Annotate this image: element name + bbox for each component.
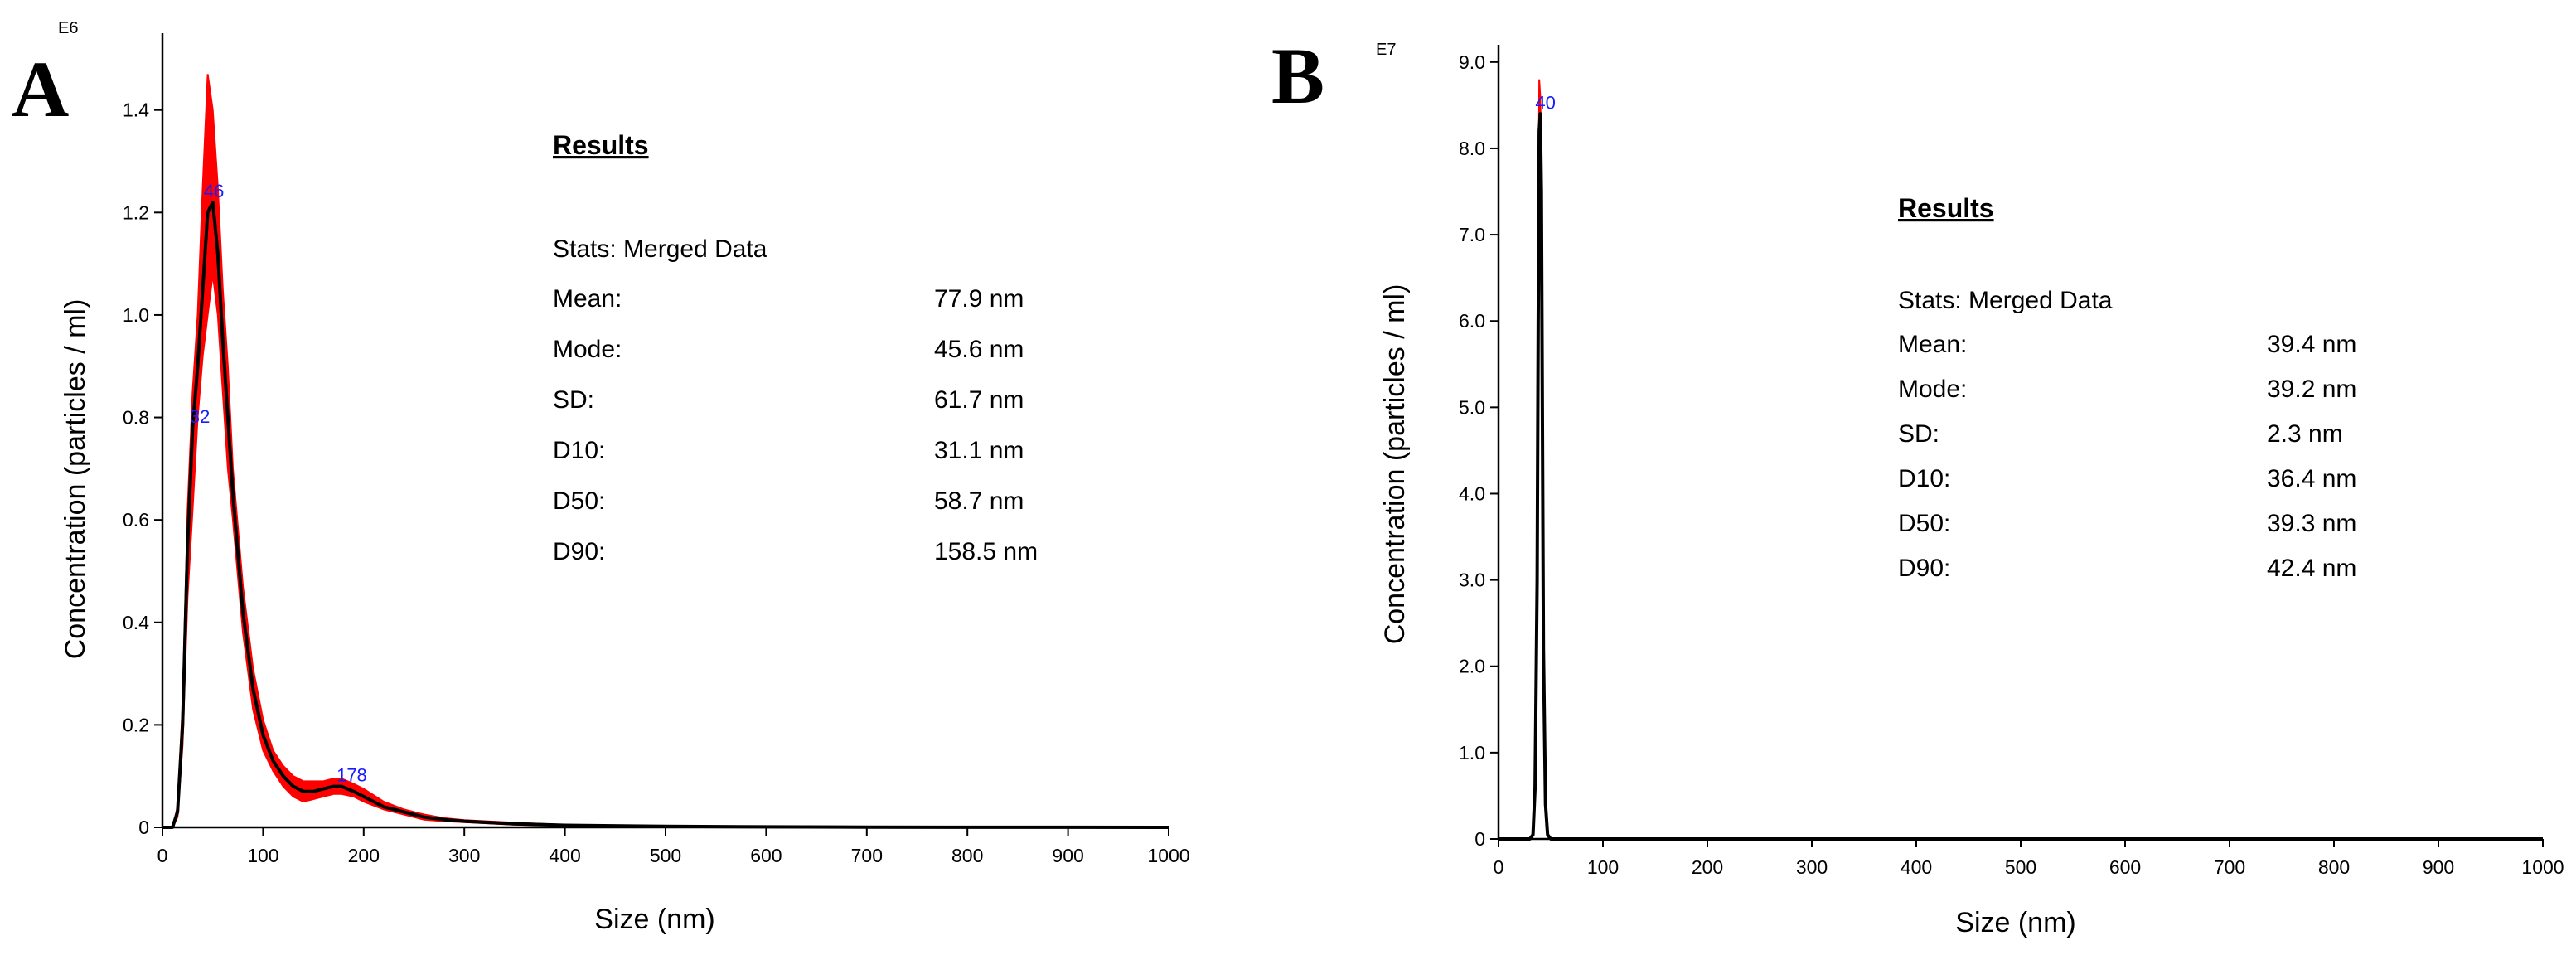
panel-b-x-tick-label: 200 [1692,856,1723,878]
panel-b-y-tick-label: 5.0 [1459,396,1485,418]
panel-b-peak-label: 40 [1535,92,1555,113]
panel-a-y-tick-label: 0 [138,817,149,838]
panel-b-stat-label: D10: [1898,465,1950,492]
panel-a-mean-curve [162,201,1169,829]
panel-b-stat-label: D50: [1898,510,1950,537]
panel-a-stat-value: 77.9 nm [934,285,1024,313]
panel-b-y-tick-label: 0 [1474,828,1485,850]
panel-a-y-tick-label: 1.2 [123,201,149,223]
panel-a-x-tick-label: 300 [448,845,480,866]
panel-b-chart: B E7 0 100 200 300 400 500 600 700 800 900 1000 0 1.… [1271,32,2564,938]
panel-a-chart: A E6 0 100 200 300 400 500 600 700 800 900 1000 0 0.… [12,19,1190,935]
panel-a-stat-value: 158.5 nm [934,538,1038,565]
panel-b-stat-value: 39.4 nm [2267,331,2356,358]
panel-a-stat-value: 61.7 nm [934,386,1024,414]
panel-b-x-tick-label: 100 [1587,856,1619,878]
panel-b-x-tick-label: 300 [1796,856,1828,878]
panel-b-results-box: Results Stats: Merged Data Mean: 39.4 nmM… [1898,193,2356,582]
panel-b-stat-value: 39.2 nm [2267,376,2356,403]
panel-a-x-tick-label: 500 [650,845,681,866]
panel-a-x-tick-label: 900 [1052,845,1083,866]
panel-b-y-axis-title: Concentration (particles / ml) [1379,284,1411,645]
panel-a-results-box: Results Stats: Merged Data Mean: 77.9 nmM… [553,130,1038,565]
panel-b-x-tick-label: 500 [2005,856,2036,878]
panel-a-y-axis-title: Concentration (particles / ml) [60,299,91,660]
panel-a-stat-value: 58.7 nm [934,487,1024,515]
panel-b-y-tick-label: 6.0 [1459,310,1485,332]
panel-a-stat-label: D10: [553,437,605,464]
panel-a-peak-label: 32 [190,406,210,427]
panel-b-y-tick-label: 7.0 [1459,224,1485,245]
panel-b-y-tick-label: 9.0 [1459,51,1485,73]
panel-b-stat-label: SD: [1898,420,1939,448]
panel-a-x-tick-label: 1000 [1147,845,1189,866]
panel-b-y-tick-label: 4.0 [1459,482,1485,504]
panel-a-x-tick-label: 200 [348,845,380,866]
panel-a-y-tick-label: 1.4 [123,99,149,121]
panel-b-error-band-group [1499,79,2543,840]
panel-a-x-tick-label: 600 [750,845,782,866]
panel-b-mean-curve [1499,112,2543,841]
panel-a-y-tick-label: 0.2 [123,714,149,735]
panel-a-x-axis-title: Size (nm) [594,904,714,935]
panel-a-x-tick-label: 700 [851,845,883,866]
panel-a-x-tick-label: 100 [247,845,278,866]
panel-b-x-tick-label: 0 [1494,856,1504,878]
panel-b-x-tick-label: 400 [1901,856,1932,878]
panel-a-peak-label: 46 [204,181,224,201]
panel-b-x-axis-title: Size (nm) [1955,907,2075,938]
panel-b-results-heading: Results [1898,193,1994,223]
panel-b-y-tick-label: 3.0 [1459,570,1485,591]
panel-a-peak-label: 178 [337,765,367,786]
panel-b-y-exponent: E7 [1376,41,1396,59]
panel-a-results-subtitle: Stats: Merged Data [553,235,767,263]
panel-a-y-tick-label: 0.6 [123,509,149,531]
panel-a-stats-table: Mean: 77.9 nm Mode: 45.6 nm SD: 61.7 nm D10: 31… [553,285,1038,565]
panel-b-x-tick-label: 900 [2423,856,2454,878]
panel-b-x-tick-label: 700 [2214,856,2245,878]
panel-a-y-tick-label: 0.8 [123,407,149,429]
panel-a-letter: A [12,45,69,133]
panel-b-stats-table: Mean: 39.4 nm Mode: 39.2 nm SD: 2.3 nm D10: 36.… [1898,331,2356,582]
panel-a-x-tick-label: 0 [157,845,168,866]
panel-b-axes: 0 100 200 300 400 500 600 700 800 900 1000 0 1.0 2.0 3… [1459,45,2564,878]
panel-a-peak-labels: 46 32 178 [190,181,367,786]
panel-a-stat-value: 45.6 nm [934,336,1024,363]
panel-a-x-tick-label: 800 [951,845,983,866]
panel-a-axes: 0 100 200 300 400 500 600 700 800 900 1000 0 0.2 0.4 0… [123,33,1190,866]
panel-b-peak-labels: 40 [1535,92,1555,113]
panel-a-y-tick-label: 1.0 [123,304,149,326]
panel-a-stat-label: D90: [553,538,605,565]
panel-a-y-exponent: E6 [58,19,78,37]
panel-a-mean-curve-group [162,201,1169,829]
panel-b-stat-label: Mean: [1898,331,1967,358]
panel-a-y-tick-label: 0.4 [123,612,149,633]
panel-b-stat-value: 39.3 nm [2267,510,2356,537]
panel-b-x-tick-label: 800 [2318,856,2350,878]
panel-b-y-tick-label: 1.0 [1459,742,1485,764]
panel-a-stat-value: 31.1 nm [934,437,1024,464]
panel-b-stat-label: Mode: [1898,376,1967,403]
panel-a-x-tick-label: 400 [549,845,580,866]
panel-b-stat-value: 2.3 nm [2267,420,2343,448]
panel-b-mean-curve-group [1499,112,2543,841]
panel-b-y-tick-label: 8.0 [1459,138,1485,159]
panel-a-stat-label: SD: [553,386,594,414]
panel-a-stat-label: D50: [553,487,605,515]
panel-b-stat-value: 42.4 nm [2267,555,2356,582]
panel-b-stat-label: D90: [1898,555,1950,582]
panel-b-x-tick-label: 600 [2109,856,2141,878]
panel-b-stat-value: 36.4 nm [2267,465,2356,492]
panel-b-y-tick-label: 2.0 [1459,656,1485,677]
panel-a-stat-label: Mean: [553,285,622,313]
panel-b-results-subtitle: Stats: Merged Data [1898,287,2113,314]
panel-a-stat-label: Mode: [553,336,622,363]
panel-b-error-band [1499,79,2543,840]
panel-a-results-heading: Results [553,130,649,160]
panel-b-letter: B [1271,32,1324,120]
panel-b-x-tick-label: 1000 [2521,856,2564,878]
